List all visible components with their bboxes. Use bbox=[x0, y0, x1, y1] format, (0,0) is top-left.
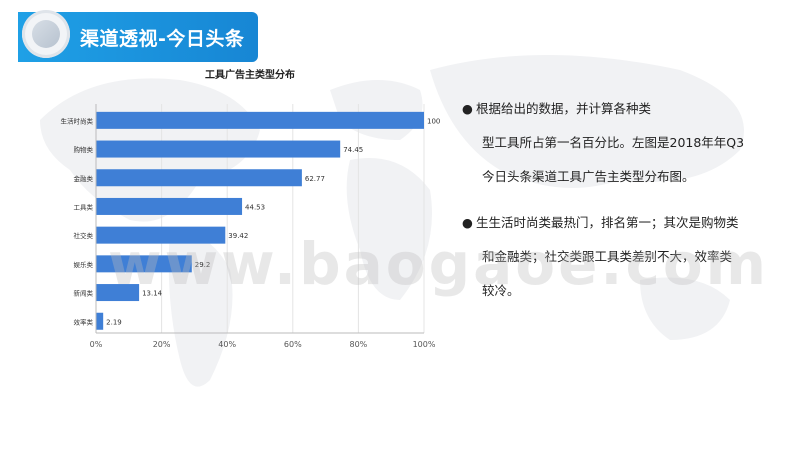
x-tick-label: 80% bbox=[350, 340, 368, 349]
x-tick-label: 60% bbox=[284, 340, 302, 349]
bar bbox=[96, 169, 302, 187]
category-label: 生活时尚类 bbox=[61, 116, 94, 125]
description-panel: ● 根据给出的数据，并计算各种类 型工具所占第一名百分比。左图是2018年年Q3 … bbox=[462, 100, 762, 316]
x-tick-label: 20% bbox=[153, 340, 171, 349]
category-label: 金融类 bbox=[74, 174, 94, 183]
category-label: 工具类 bbox=[74, 202, 94, 211]
bar bbox=[96, 312, 104, 330]
bar bbox=[96, 140, 341, 158]
bar bbox=[96, 197, 243, 215]
para2-line1-text: 生生活时尚类最热门，排名第一；其次是购物类 bbox=[476, 215, 739, 230]
para2-line1: ● 生生活时尚类最热门，排名第一；其次是购物类 bbox=[462, 214, 762, 232]
value-label: 29.2 bbox=[195, 261, 211, 269]
para1-line2: 型工具所占第一名百分比。左图是2018年年Q3 bbox=[482, 135, 745, 150]
x-tick-label: 100% bbox=[413, 340, 436, 349]
watermark: www.baogaoe.com bbox=[108, 230, 770, 298]
value-label: 13.14 bbox=[142, 290, 163, 298]
para2-line2: 和金融类；社交类跟工具类差别不大，效率类 bbox=[482, 249, 733, 264]
bar bbox=[96, 226, 226, 244]
bar bbox=[96, 284, 140, 302]
value-label: 2.19 bbox=[106, 318, 122, 326]
bar bbox=[96, 111, 424, 129]
chart-title: 工具广告主类型分布 bbox=[205, 68, 295, 81]
category-label: 购物类 bbox=[74, 145, 94, 154]
header-logo-inner bbox=[32, 20, 60, 48]
category-label: 新闻类 bbox=[74, 289, 94, 298]
value-label: 62.77 bbox=[305, 175, 325, 183]
bullet-icon: ● bbox=[462, 215, 473, 230]
header-logo-circle bbox=[22, 10, 70, 58]
category-label: 娱乐类 bbox=[74, 260, 94, 269]
category-label: 效率类 bbox=[74, 317, 94, 326]
para2-line3: 较冷。 bbox=[482, 283, 520, 298]
para1-line1-text: 根据给出的数据，并计算各种类 bbox=[476, 101, 652, 116]
x-tick-label: 40% bbox=[218, 340, 236, 349]
para1-line1: ● 根据给出的数据，并计算各种类 bbox=[462, 100, 762, 118]
para2: ● 生生活时尚类最热门，排名第一；其次是购物类 和金融类；社交类跟工具类差别不大，… bbox=[462, 214, 762, 300]
value-label: 100 bbox=[427, 117, 440, 125]
value-label: 44.53 bbox=[245, 203, 265, 211]
para1-line3: 今日头条渠道工具广告主类型分布图。 bbox=[482, 169, 695, 184]
page-title: 渠道透视-今日头条 bbox=[80, 28, 245, 50]
value-label: 39.42 bbox=[228, 232, 248, 240]
bullet-icon: ● bbox=[462, 101, 473, 116]
x-tick-label: 0% bbox=[90, 340, 103, 349]
bar bbox=[96, 255, 192, 273]
value-label: 74.45 bbox=[343, 146, 363, 154]
category-label: 社交类 bbox=[74, 231, 94, 240]
